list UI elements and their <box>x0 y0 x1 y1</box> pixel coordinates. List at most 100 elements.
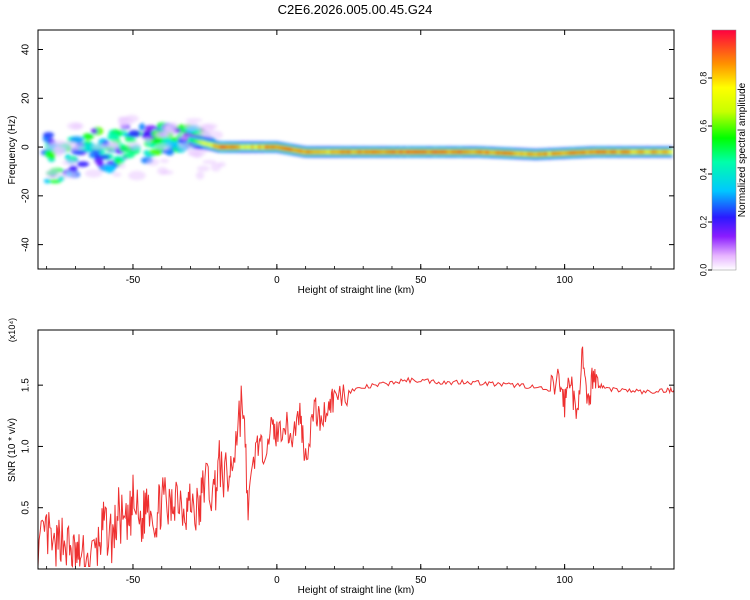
snr-line-group <box>38 346 674 569</box>
spectrogram-cell <box>385 150 390 154</box>
spectrogram-y-tick-label: 20 <box>21 92 32 104</box>
spectrogram-cell <box>585 150 590 154</box>
spectrogram-cell <box>299 149 304 153</box>
spectrogram-cell <box>644 150 649 154</box>
spectrogram-halo <box>202 159 217 165</box>
spectrogram-cell <box>533 152 538 157</box>
colorbar-tick-label: 0.6 <box>698 120 708 133</box>
spectrogram-halo <box>197 165 210 172</box>
spectrogram-cell <box>578 150 583 155</box>
spectrogram-halo <box>124 114 139 123</box>
spectrogram-halo <box>188 146 200 157</box>
spectrogram-cell <box>48 179 62 184</box>
colorbar-gradient <box>712 30 736 270</box>
spectrogram-cell <box>589 150 594 154</box>
spectrogram-cell <box>482 150 487 154</box>
spectrogram-cell <box>537 152 542 157</box>
spectrogram-cell <box>323 150 328 154</box>
spectrogram-cell <box>312 150 317 154</box>
spectrogram-cell <box>575 150 580 155</box>
spectrogram-x-tick-label: 100 <box>556 275 573 286</box>
snr-panel: -50 0 50 100 0.5 1.0 1.5 Height of straight l… <box>7 318 675 596</box>
spectrogram-cell <box>202 141 207 146</box>
spectrogram-halo <box>112 172 122 177</box>
spectrogram-cell <box>216 144 221 149</box>
spectrogram-cell <box>426 150 431 154</box>
spectrogram-cell <box>558 151 563 156</box>
snr-y-ticks: 0.5 1.0 1.5 <box>21 378 674 515</box>
spectrogram-cell <box>554 151 559 156</box>
spectrogram-halo <box>127 141 141 150</box>
spectrogram-cell <box>337 150 342 154</box>
spectrogram-cell <box>568 151 573 155</box>
spectrogram-cell <box>609 150 614 154</box>
snr-x-tick-label: 100 <box>556 575 573 586</box>
spectrogram-halo <box>71 123 82 130</box>
spectrogram-x-ticks: -50 0 50 100 <box>46 30 652 286</box>
spectrogram-cell <box>247 145 252 149</box>
spectrogram-cell <box>340 150 345 154</box>
spectrogram-cell <box>250 145 255 149</box>
spectrogram-cell <box>464 150 469 154</box>
spectrogram-cell <box>229 145 234 149</box>
spectrogram-cell <box>257 145 262 149</box>
spectrogram-y-ticks: -40 -20 0 20 40 <box>21 44 674 252</box>
spectrogram-cell <box>223 145 228 149</box>
spectrogram-halo <box>160 170 174 175</box>
spectrogram-halo <box>184 121 200 131</box>
spectrogram-cell <box>637 150 642 154</box>
spectrogram-cell <box>128 130 141 138</box>
spectrogram-cell <box>416 150 421 154</box>
spectrogram-cell <box>450 150 455 154</box>
spectrogram-cell <box>144 125 158 131</box>
spectrogram-cell <box>516 151 521 156</box>
colorbar-label: Normalized spectral amplitude <box>737 82 748 217</box>
spectrogram-cell <box>43 178 51 184</box>
spectrogram-cell <box>468 150 473 154</box>
spectrogram-cell <box>271 145 276 149</box>
spectrogram-cell <box>305 150 310 154</box>
spectrogram-cell <box>240 145 245 149</box>
spectrogram-cell <box>392 150 397 154</box>
spectrogram-cell <box>495 150 500 155</box>
spectrogram-cell <box>57 175 65 181</box>
spectrogram-cell <box>381 150 386 154</box>
spectrogram-cell <box>143 149 152 156</box>
spectrogram-cell <box>138 123 146 131</box>
spectrogram-cell <box>343 150 348 154</box>
spectrogram-cell <box>640 150 645 154</box>
spectrogram-halo <box>55 144 67 153</box>
spectrogram-cell <box>540 152 545 156</box>
spectrogram-halo <box>210 162 222 172</box>
spectrogram-cell <box>547 151 552 156</box>
spectrogram-cell <box>444 150 449 154</box>
spectrogram-y-tick-label: 0 <box>21 144 32 150</box>
spectrogram-cell <box>149 148 163 156</box>
spectrogram-cell <box>454 150 459 154</box>
spectrogram-cell <box>219 145 224 149</box>
spectrogram-cell <box>402 150 407 154</box>
spectrogram-cell <box>191 138 196 143</box>
spectrogram-halo <box>155 143 171 150</box>
snr-y-label: SNR (10 * v/v) <box>7 418 18 482</box>
spectrogram-cell <box>236 145 241 149</box>
snr-y-tick-label: 1.5 <box>21 378 32 392</box>
spectrogram-cell <box>647 150 652 154</box>
spectrogram-cell <box>520 151 525 156</box>
spectrogram-cell <box>354 150 359 154</box>
spectrogram-cell <box>478 150 483 154</box>
page-title: C2E6.2026.005.00.45.G24 <box>278 2 433 17</box>
spectrogram-cell <box>226 145 231 149</box>
spectrogram-cell <box>254 145 259 149</box>
spectrogram-cell <box>430 150 435 154</box>
spectrogram-cell <box>69 136 84 144</box>
spectrogram-cell <box>333 150 338 154</box>
spectrogram-cell <box>620 150 625 154</box>
spectrogram-cell <box>613 150 618 154</box>
snr-series-line <box>38 346 674 569</box>
spectrogram-x-tick-label: 50 <box>415 275 427 286</box>
spectrogram-cell <box>378 150 383 154</box>
spectrogram-heatmap <box>40 114 673 184</box>
spectrogram-blobs <box>40 114 226 184</box>
